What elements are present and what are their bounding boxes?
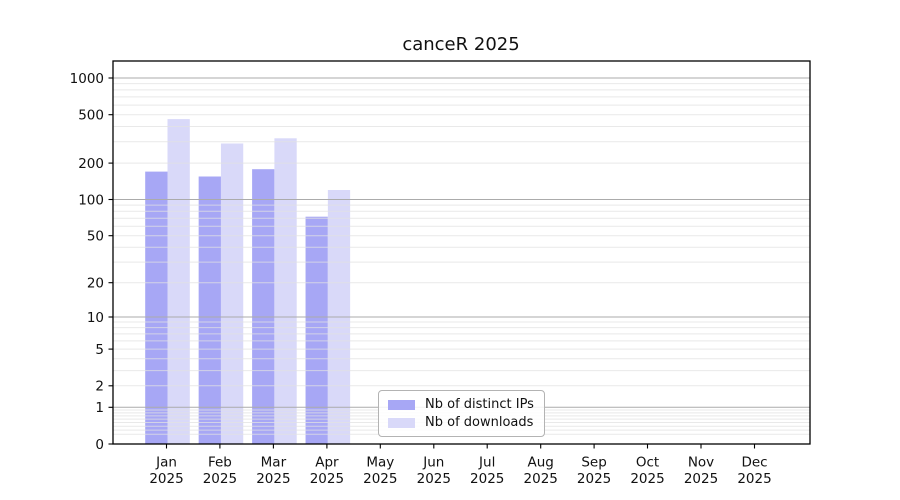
y-tick-label: 5 <box>95 342 104 358</box>
bar <box>220 143 244 444</box>
y-tick-label: 1000 <box>70 71 104 87</box>
bar <box>198 176 221 444</box>
bar <box>274 138 297 445</box>
x-tick-label-year: 2025 <box>630 471 664 487</box>
bars-group <box>145 119 351 445</box>
bar <box>145 171 168 444</box>
bar <box>305 216 328 444</box>
y-tick-label: 100 <box>78 192 104 208</box>
y-tick-label: 0 <box>95 437 104 453</box>
x-tick-label-year: 2025 <box>363 471 397 487</box>
legend-label-distinct-ips: Nb of distinct IPs <box>425 397 534 412</box>
bar <box>167 119 190 444</box>
y-axis: 0 1 2 5 10 20 50 100 200 500 1000 <box>70 71 113 453</box>
legend-label-downloads: Nb of downloads <box>425 415 534 430</box>
x-tick-label-month: Oct <box>636 455 659 471</box>
x-tick-label-year: 2025 <box>203 471 237 487</box>
x-tick-label-year: 2025 <box>417 471 451 487</box>
y-tick-label: 1 <box>95 400 104 416</box>
x-tick-label-year: 2025 <box>149 471 183 487</box>
x-tick-label-month: Jul <box>478 455 495 471</box>
chart-title: canceR 2025 <box>402 34 520 55</box>
x-tick-label-year: 2025 <box>577 471 611 487</box>
x-tick-label-month: Feb <box>208 455 232 471</box>
legend-item-distinct-ips: Nb of distinct IPs <box>388 398 544 411</box>
y-tick-label: 200 <box>78 156 104 172</box>
plot-border <box>112 60 811 445</box>
y-tick-label: 10 <box>87 310 104 326</box>
y-tick-label: 50 <box>87 229 104 245</box>
y-tick-label: 500 <box>78 108 104 124</box>
legend-swatch-downloads-icon <box>388 417 415 428</box>
x-tick-label-month: Dec <box>741 455 767 471</box>
x-tick-label-month: Aug <box>528 455 554 471</box>
x-tick-label-year: 2025 <box>684 471 718 487</box>
x-tick-label-month: May <box>366 455 394 471</box>
x-tick-label-year: 2025 <box>310 471 344 487</box>
legend-item-downloads: Nb of downloads <box>388 416 544 429</box>
x-tick-label-month: Nov <box>688 455 714 471</box>
x-tick-label-month: Sep <box>581 455 606 471</box>
legend: Nb of distinct IPs Nb of downloads <box>378 390 545 437</box>
bar <box>252 169 275 444</box>
x-tick-label-month: Apr <box>315 455 339 471</box>
y-tick-label: 20 <box>87 276 104 292</box>
x-tick-label-year: 2025 <box>737 471 771 487</box>
legend-swatch-distinct-ips-icon <box>388 399 415 410</box>
x-tick-label-year: 2025 <box>470 471 504 487</box>
x-tick-label-year: 2025 <box>524 471 558 487</box>
x-tick-label-year: 2025 <box>256 471 290 487</box>
x-tick-label-month: Jun <box>422 455 444 471</box>
x-tick-label-month: Mar <box>261 455 287 471</box>
x-axis: Jan2025Feb2025Mar2025Apr2025May2025Jun20… <box>149 444 772 487</box>
x-tick-label-month: Jan <box>155 455 177 471</box>
y-tick-label: 2 <box>95 379 104 395</box>
